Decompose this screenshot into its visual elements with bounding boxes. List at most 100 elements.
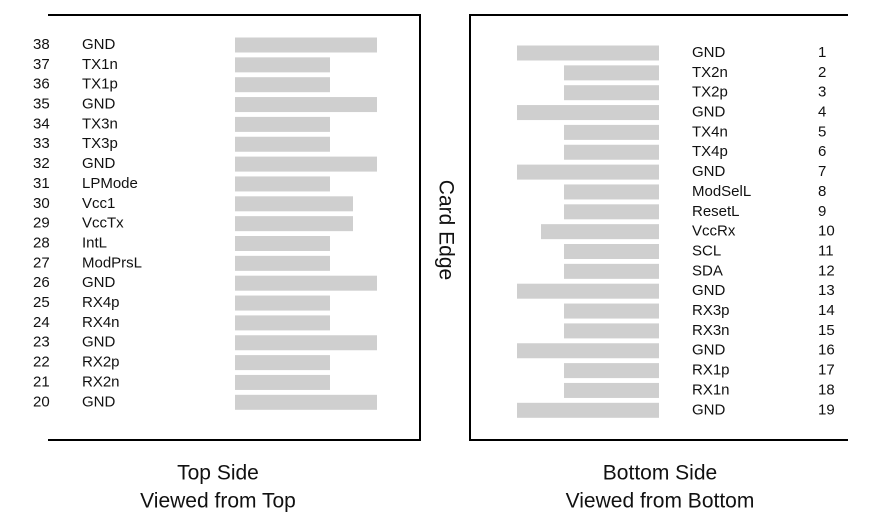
contact-pad [235,136,330,152]
pin-name: LPMode [82,175,138,192]
pin-number: 34 [33,115,50,132]
pin-name: TX3n [82,115,118,132]
pin-name: RX3n [692,322,730,339]
pin-number: 12 [818,262,835,279]
pin-number: 28 [33,234,50,251]
pin-number: 32 [33,155,50,172]
contact-pad [235,37,377,53]
pin-number: 4 [818,104,826,121]
pin-name: GND [692,401,726,418]
pin-name: RX4n [82,314,120,331]
pin-number: 31 [33,175,50,192]
pin-name: GND [692,342,726,359]
pin-number: 25 [33,294,50,311]
contact-pad [517,45,659,61]
pin-name: GND [692,282,726,299]
pin-name: VccRx [692,223,736,240]
pin-number: 16 [818,342,835,359]
pin-number: 33 [33,135,50,152]
pin-number: 29 [33,215,50,232]
pin-name: TX3p [82,135,118,152]
bottom-side-title: Bottom Side [603,462,717,485]
pin-number: 24 [33,314,50,331]
pin-name: SCL [692,242,721,259]
pin-name: GND [82,155,116,172]
pin-name: ResetL [692,203,740,220]
pin-name: RX2p [82,354,120,371]
top-side-title: Top Side [177,462,259,485]
pin-number: 11 [818,242,834,259]
pin-name: GND [692,104,726,121]
pin-number: 17 [818,362,835,379]
pin-number: 2 [818,64,826,81]
pin-name: GND [82,334,116,351]
pin-number: 26 [33,274,50,291]
pin-number: 13 [818,282,835,299]
contact-pad [564,124,659,140]
contact-pad [517,164,659,180]
contact-pad [235,255,330,271]
contact-pad [235,355,330,371]
contact-pad [564,323,659,339]
pin-name: ModSelL [692,183,751,200]
contact-pad [235,394,377,410]
pin-name: GND [692,44,726,61]
contact-pad [235,57,330,73]
top-side-subtitle: Viewed from Top [140,490,296,513]
pin-name: RX2n [82,373,120,390]
pin-name: GND [82,96,116,113]
pin-number: 19 [818,401,835,418]
contact-pad [517,402,659,418]
pin-name: GND [82,36,116,53]
contact-pad [235,156,377,172]
contact-pad [517,105,659,121]
contact-pad [517,283,659,299]
pin-number: 20 [33,393,50,410]
pin-number: 9 [818,203,826,220]
pin-name: TX2n [692,64,728,81]
pin-number: 14 [818,302,835,319]
pin-name: RX1n [692,381,730,398]
pin-number: 36 [33,76,50,93]
contact-pad [564,204,659,220]
contact-pad [564,363,659,379]
pin-number: 18 [818,381,835,398]
contact-pad [235,295,330,311]
pin-number: 1 [818,44,826,61]
contact-pad [235,374,330,390]
pin-number: 21 [33,373,50,390]
pin-number: 35 [33,96,50,113]
pin-name: RX3p [692,302,730,319]
pin-number: 38 [33,36,50,53]
pin-number: 30 [33,195,50,212]
top-side-frame [48,14,421,441]
contact-pad [564,184,659,200]
pin-name: Vcc1 [82,195,115,212]
pin-name: IntL [82,234,107,251]
pin-name: TX2p [692,84,728,101]
pin-number: 8 [818,183,826,200]
pin-number: 10 [818,223,835,240]
pin-name: TX4p [692,143,728,160]
contact-pad [564,263,659,279]
card-edge-label: Card Edge [434,180,457,280]
contact-pad [235,335,377,351]
contact-pad [564,85,659,101]
contact-pad [235,97,377,113]
pin-name: RX4p [82,294,120,311]
contact-pad [564,144,659,160]
pin-name: SDA [692,262,723,279]
pin-number: 23 [33,334,50,351]
pin-number: 7 [818,163,826,180]
pin-number: 6 [818,143,826,160]
contact-pad [235,77,330,93]
contact-pad [564,303,659,319]
contact-pad [564,382,659,398]
contact-pad [235,315,330,331]
pin-number: 27 [33,254,50,271]
contact-pad [541,224,659,240]
contact-pad [235,275,377,291]
bottom-side-frame [469,14,848,441]
contact-pad [564,244,659,259]
